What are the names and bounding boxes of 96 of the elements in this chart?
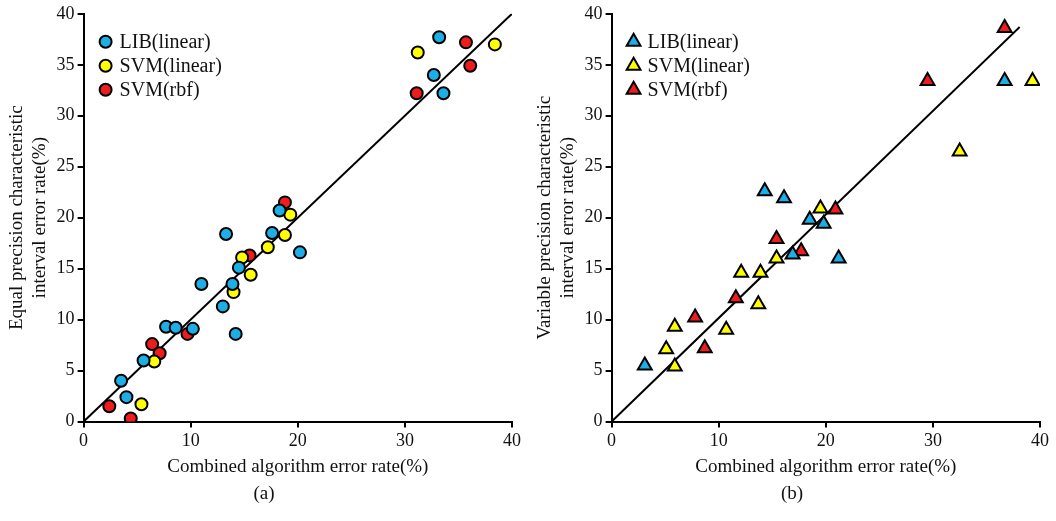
point (114, 373, 129, 388)
point (636, 356, 653, 371)
point (194, 276, 209, 291)
point (768, 230, 785, 245)
point (119, 390, 134, 405)
y-tick-label: 10 (56, 308, 75, 329)
point (733, 263, 750, 278)
y-tick-label: 30 (56, 104, 75, 125)
point (123, 411, 138, 422)
point (919, 72, 936, 87)
legend-label: SVM(linear) (119, 54, 222, 78)
y-tick-label: 15 (56, 257, 75, 278)
point (458, 35, 473, 50)
point (666, 317, 683, 332)
point (951, 142, 968, 157)
point (768, 249, 785, 264)
point (409, 86, 424, 101)
point (168, 320, 183, 335)
y-tick-label: 0 (65, 410, 75, 431)
point (463, 58, 478, 73)
point (136, 353, 151, 368)
x-tick-label: 20 (816, 430, 835, 451)
point (830, 249, 847, 264)
y-axis-title: Equal precision characteristic interval error rate(%) (5, 105, 51, 331)
point (812, 199, 829, 214)
point (750, 295, 767, 310)
x-tick-label: 30 (923, 430, 942, 451)
text: (b) (779, 482, 805, 504)
point (134, 397, 149, 412)
point (752, 263, 769, 278)
y-tick-label: 15 (584, 257, 603, 278)
point (272, 203, 287, 218)
point (696, 339, 713, 354)
x-tick-label: 0 (607, 430, 617, 451)
y-axis-title: Variable precision characteristic interval error rate(%) (533, 95, 579, 340)
text: (a) (252, 482, 276, 504)
point (1024, 72, 1040, 87)
y-tick-label: 35 (56, 53, 75, 74)
point (756, 182, 773, 197)
y-tick-label: 25 (56, 155, 75, 176)
point (215, 299, 230, 314)
point (265, 225, 280, 240)
point (996, 72, 1013, 87)
point (260, 240, 275, 255)
x-tick-label: 30 (395, 430, 414, 451)
point (243, 267, 258, 282)
x-tick-label: 40 (503, 430, 521, 451)
legend-label: SVM(linear) (647, 54, 750, 78)
point (436, 86, 451, 101)
point (277, 228, 292, 243)
x-tick-label: 10 (709, 430, 728, 451)
point (658, 340, 675, 355)
point (231, 260, 246, 275)
point (687, 308, 704, 323)
point (727, 289, 744, 304)
x-tick-label: 0 (79, 430, 89, 451)
x-tick-label: 10 (181, 430, 200, 451)
y-tick-label: 40 (56, 2, 75, 23)
point (145, 337, 160, 352)
point (410, 45, 425, 60)
point (225, 276, 240, 291)
point (666, 357, 683, 372)
point (432, 30, 447, 45)
legend-label: SVM(rbf) (647, 78, 728, 102)
y-tick-label: 20 (584, 206, 603, 227)
y-tick-label: 35 (584, 53, 603, 74)
x-axis-title: Combined algorithm error rate(%) (695, 454, 957, 477)
point (718, 320, 735, 335)
point (292, 245, 307, 260)
point (283, 207, 298, 222)
point (996, 19, 1013, 34)
x-tick-label: 20 (288, 430, 307, 451)
point (801, 210, 818, 225)
y-tick-label: 0 (593, 410, 603, 431)
y-tick-label: 5 (65, 359, 75, 380)
y-tick-label: 30 (584, 104, 603, 125)
y-tick-label: 25 (584, 155, 603, 176)
point (219, 227, 234, 242)
legend-label: SVM(rbf) (119, 78, 200, 102)
x-tick-label: 40 (1031, 430, 1049, 451)
y-tick-label: 40 (584, 2, 603, 23)
point (228, 326, 243, 341)
y-tick-label: 20 (56, 206, 75, 227)
x-axis-title: Combined algorithm error rate(%) (167, 454, 429, 477)
point (185, 321, 200, 336)
point (784, 245, 801, 260)
point (426, 67, 441, 82)
point (815, 214, 832, 229)
point (776, 189, 792, 204)
legend-label: LIB(linear) (119, 30, 211, 54)
y-tick-label: 10 (584, 308, 603, 329)
point (102, 399, 117, 414)
y-tick-label: 5 (593, 359, 603, 380)
point (487, 37, 502, 52)
legend-label: LIB(linear) (647, 30, 739, 54)
point (827, 200, 844, 215)
